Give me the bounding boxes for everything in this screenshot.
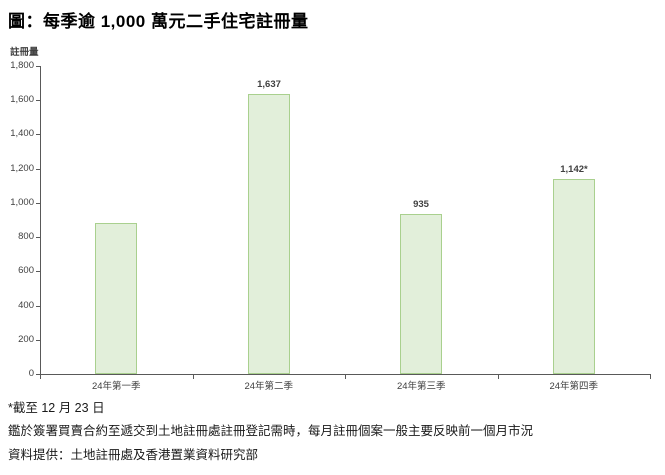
- y-tick-label: 200: [18, 333, 34, 345]
- y-tick-label: 1,600: [10, 94, 34, 106]
- x-category-label: 24年第三季: [396, 381, 446, 392]
- bar-24年第一季: [95, 223, 137, 374]
- y-tick-label: 0: [28, 368, 34, 379]
- x-tick-mark: [345, 375, 346, 379]
- y-tick-mark: [36, 237, 40, 239]
- y-tick-mark: [36, 168, 40, 170]
- chart-title: 圖：每季逾 1,000 萬元二手住宅註冊量: [8, 12, 309, 31]
- y-tick-mark: [36, 100, 40, 102]
- x-category-label: 24年第二季: [244, 381, 294, 392]
- bar-24年第三季: [400, 214, 442, 374]
- y-tick-mark: [36, 271, 40, 273]
- y-tick-mark: [36, 305, 40, 307]
- footnote-source: 資料提供：土地註冊處及香港置業資料研究部: [8, 448, 259, 462]
- bar-value-label: 1,142*: [560, 164, 588, 175]
- y-tick-label: 1,200: [10, 162, 34, 174]
- x-tick-mark: [192, 375, 194, 379]
- x-axis-line: [40, 374, 651, 375]
- y-axis-line: [40, 66, 41, 375]
- bar-value-label: 1,637: [257, 79, 281, 90]
- x-tick-mark: [40, 375, 41, 379]
- y-axis-title: 註冊量: [10, 47, 39, 58]
- y-tick-label: 1,800: [10, 60, 34, 71]
- y-tick-mark: [36, 202, 40, 204]
- y-tick-mark: [36, 374, 40, 375]
- y-tick-mark: [36, 66, 40, 67]
- x-category-label: 24年第一季: [91, 381, 141, 392]
- y-tick-mark: [36, 134, 40, 136]
- y-tick-label: 400: [18, 299, 34, 311]
- x-category-label: 24年第四季: [549, 381, 599, 392]
- y-tick-mark: [36, 339, 40, 341]
- x-tick-mark: [497, 375, 499, 379]
- y-tick-label: 1,400: [10, 128, 34, 140]
- bar-24年第四季: [553, 179, 595, 374]
- x-tick-mark: [650, 375, 651, 379]
- y-tick-label: 600: [18, 265, 34, 277]
- bar-value-label: 935: [413, 199, 429, 210]
- y-tick-label: 1,000: [10, 196, 34, 208]
- plot-area: [40, 66, 650, 374]
- bar-24年第二季: [248, 94, 290, 374]
- footnote-asof: *截至 12 月 23 日: [8, 401, 105, 415]
- footnote-note: 鑑於簽署買賣合約至遞交到土地註冊處註冊登記需時，每月註冊個案一般主要反映前一個月…: [8, 424, 534, 438]
- y-tick-label: 800: [18, 231, 34, 243]
